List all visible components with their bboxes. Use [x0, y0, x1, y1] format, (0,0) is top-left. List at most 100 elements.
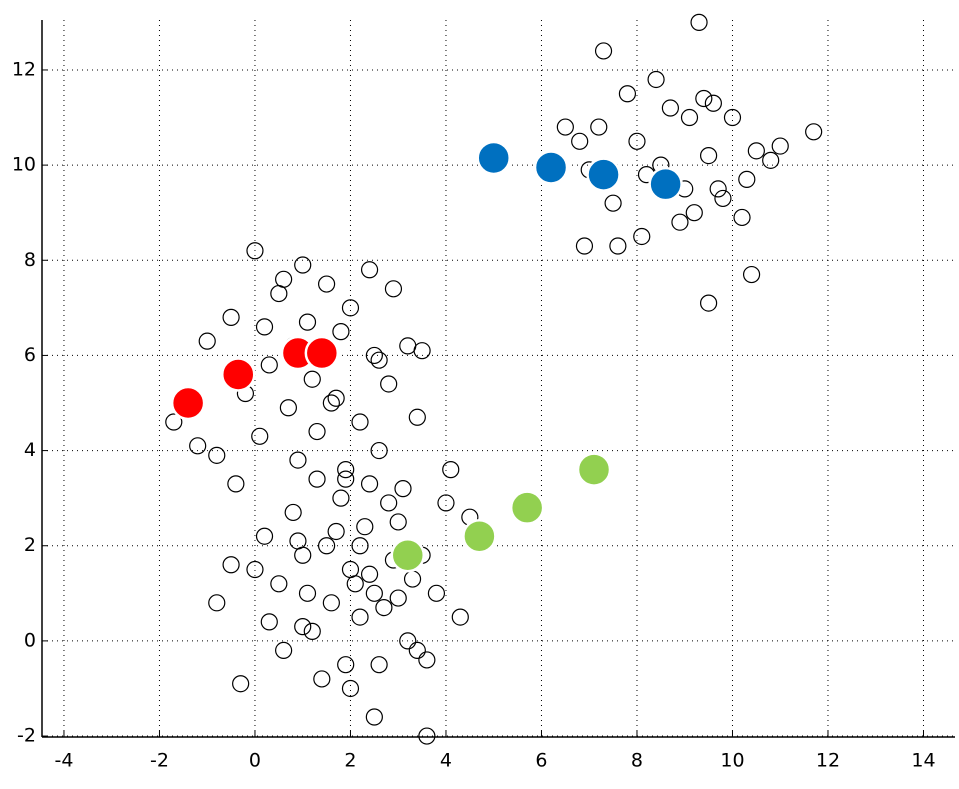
point [647, 70, 665, 89]
point [327, 389, 345, 407]
point [337, 656, 355, 674]
point [709, 180, 727, 198]
point [451, 608, 469, 626]
point [700, 294, 718, 312]
point [322, 394, 340, 412]
point [594, 42, 613, 60]
x-tick-label: 4 [440, 750, 452, 772]
point [365, 584, 383, 602]
point [380, 375, 398, 393]
point [771, 137, 789, 155]
point [260, 356, 278, 374]
point [360, 565, 379, 583]
point [222, 308, 240, 326]
point [303, 370, 321, 388]
point [389, 513, 407, 531]
point [270, 575, 288, 593]
point [714, 189, 732, 208]
y-tick-label: 10 [12, 154, 36, 176]
point [221, 357, 256, 392]
point [399, 337, 417, 355]
point [618, 85, 637, 103]
point [380, 494, 398, 512]
point [533, 150, 569, 185]
y-tick-label: 4 [24, 439, 36, 461]
point [294, 618, 312, 636]
point [222, 556, 240, 574]
point [370, 656, 388, 674]
point [590, 118, 608, 136]
point [337, 461, 355, 479]
point [255, 318, 274, 336]
point [260, 613, 278, 631]
point [648, 166, 683, 202]
point [661, 99, 680, 117]
point [360, 475, 379, 493]
point [294, 546, 312, 564]
point [390, 538, 426, 573]
point [289, 532, 307, 550]
point [462, 518, 497, 554]
point [304, 335, 340, 371]
y-tick-label: 2 [24, 534, 36, 556]
point [251, 427, 269, 445]
point [189, 437, 207, 455]
x-tick-label: 6 [535, 750, 547, 772]
point [733, 208, 751, 227]
point [208, 446, 226, 464]
point [308, 422, 326, 441]
point [232, 675, 250, 693]
point [332, 489, 350, 507]
point [805, 123, 823, 141]
point [695, 89, 713, 108]
point [308, 470, 326, 488]
point [413, 342, 431, 360]
point [341, 299, 360, 317]
point [571, 132, 589, 150]
point [408, 641, 426, 660]
point [275, 270, 293, 288]
x-tick-label: 2 [344, 750, 356, 772]
point [246, 560, 264, 579]
point [317, 275, 336, 293]
point [289, 451, 307, 469]
point [418, 651, 436, 669]
point [604, 194, 622, 212]
x-tick-label: -4 [54, 750, 73, 772]
point [723, 108, 742, 127]
point [704, 94, 722, 112]
point [384, 280, 403, 298]
point [609, 237, 627, 255]
y-tick-label: 12 [12, 58, 36, 80]
x-tick-label: 14 [911, 750, 935, 772]
y-tick-label: 8 [24, 249, 36, 271]
point [742, 265, 761, 284]
point [370, 351, 388, 369]
point [313, 670, 331, 688]
point [509, 490, 545, 525]
point [227, 475, 245, 493]
point [437, 494, 455, 512]
point [738, 170, 756, 188]
point [586, 157, 621, 192]
y-tick-label: 0 [24, 629, 36, 651]
point [762, 151, 780, 169]
point [356, 518, 374, 536]
point [351, 413, 369, 431]
x-tick-label: 0 [249, 750, 261, 772]
point [279, 399, 297, 417]
point [170, 385, 206, 421]
point [403, 570, 422, 588]
point [298, 313, 317, 331]
point [365, 708, 383, 726]
point [399, 632, 417, 650]
point [351, 608, 369, 626]
point [298, 584, 317, 602]
point [476, 140, 511, 176]
point [165, 413, 183, 431]
point [322, 594, 340, 612]
point [246, 242, 264, 260]
point [303, 622, 321, 640]
point [360, 261, 379, 279]
